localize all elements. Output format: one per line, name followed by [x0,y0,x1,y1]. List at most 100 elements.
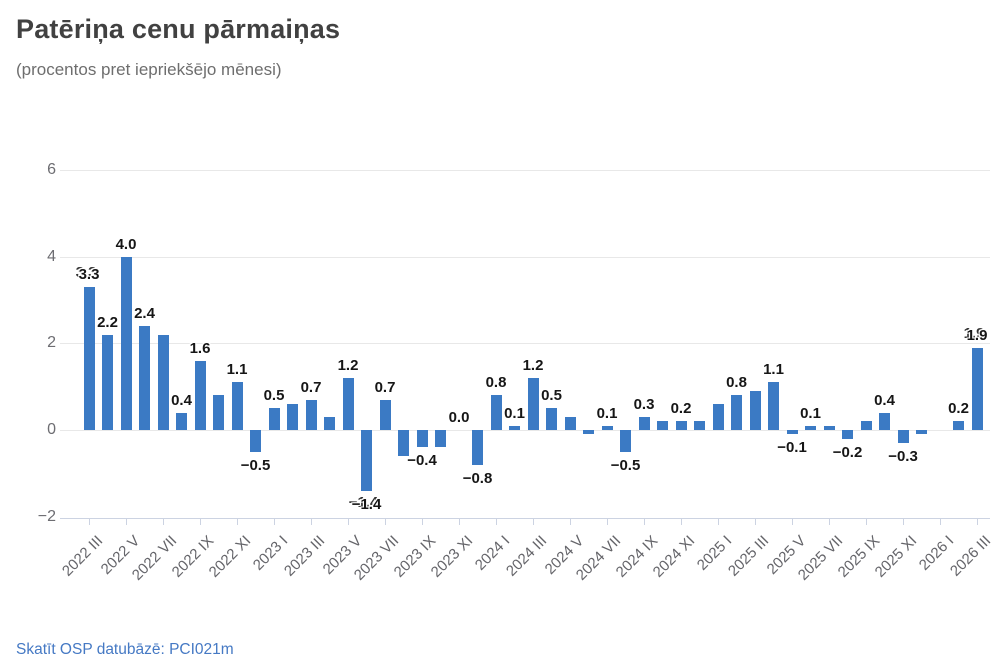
bar-2025-ix[interactable] [860,421,872,430]
bar-2023-i[interactable] [268,408,280,430]
osp-database-link[interactable]: Skatīt OSP datubāzē: PCI021m [16,641,234,658]
y-gridline [60,169,990,171]
bar-2024-ii[interactable] [509,425,520,430]
bar-2024-v[interactable] [564,416,576,430]
bar-2024-iii[interactable] [527,377,539,430]
bar-2022-iv[interactable] [102,334,113,430]
bar-value-label: 0.8 [726,374,747,392]
bar-2023-ii[interactable] [287,403,298,430]
y-axis-label: 4 [47,247,56,265]
bar-2025-xii[interactable] [916,430,927,435]
bar-2023-viii[interactable] [398,430,409,457]
bar-value-label: 0.5 [541,387,562,405]
x-axis-tick [274,518,275,525]
x-axis-tick [755,518,756,525]
bar-2026-ii[interactable] [953,421,964,430]
bar-2025-xi[interactable] [897,430,909,443]
bar-value-label: 1.2 [337,356,359,374]
bar-value-label: 0.4 [874,391,895,409]
bar-2022-x[interactable] [213,395,224,430]
bar-value-label: −0.4 [407,452,437,470]
bar-value-label: 0.1 [596,404,618,422]
x-axis-tick [200,518,201,525]
chart-subtitle: (procentos pret iepriekšējo mēnesi) [16,60,282,79]
x-axis-tick [163,518,164,525]
bar-2022-vi[interactable] [139,325,150,430]
bar-2023-iii[interactable] [305,399,317,430]
bar-value-label: 0.2 [670,400,692,418]
bar-2022-vii[interactable] [157,334,169,430]
bar-2024-vi[interactable] [583,430,594,435]
bar-2022-ix[interactable] [194,360,206,430]
chart-title: Patēriņa cenu pārmaiņas [16,14,341,44]
bar-2023-iv[interactable] [324,416,335,430]
bar-value-label: −0.8 [462,469,493,487]
x-axis-tick [89,518,90,525]
x-axis-tick [459,518,460,525]
bar-value-label: 4.0 [115,235,137,253]
bar-2024-i[interactable] [490,395,502,430]
x-axis-tick [829,518,830,525]
y-axis-label: −2 [37,507,56,525]
x-axis-tick [570,518,571,525]
bar-value-label: 3.3 [78,265,100,283]
bar-2024-ix[interactable] [638,416,650,430]
bar-2024-xii[interactable] [694,421,705,430]
bar-2025-vi[interactable] [805,425,816,430]
y-axis-label: 0 [47,421,56,438]
bar-value-label: 1.1 [226,361,248,379]
bar-2024-iv[interactable] [546,408,557,430]
bar-2023-vi[interactable] [361,430,372,491]
bar-2022-viii[interactable] [176,412,187,430]
bar-2026-iii[interactable] [971,347,983,430]
bar-2023-v[interactable] [342,377,354,430]
x-axis-tick [644,518,645,525]
y-axis-label: 2 [47,334,56,352]
y-gridline [60,256,990,258]
x-axis-tick [533,518,534,525]
x-axis-tick [496,518,497,525]
bar-2025-iv[interactable] [768,382,779,430]
bar-2024-viii[interactable] [620,430,631,452]
bar-value-label: 1.6 [189,339,211,357]
bar-2025-iii[interactable] [749,390,761,430]
bar-2025-viii[interactable] [842,430,853,439]
bar-value-label: −0.2 [832,443,863,461]
y-gridline [60,343,990,345]
x-axis-tick [311,518,312,525]
bar-2024-vii[interactable] [601,425,613,430]
bar-value-label: 0.2 [948,400,969,418]
bar-2023-xii[interactable] [472,430,483,465]
bar-2023-ix[interactable] [416,430,428,448]
bar-value-label: 1.2 [522,356,544,374]
bar-2025-i[interactable] [712,403,724,430]
bar-value-label-shadow: −1.4 [348,493,379,511]
bar-value-label: −0.5 [610,456,641,474]
bar-2024-x[interactable] [657,421,668,430]
x-axis-tick [718,518,719,525]
bar-value-label-shadow: 3.3 [75,263,97,281]
x-axis-tick [681,518,682,525]
bar-2025-v[interactable] [786,430,798,435]
bar-2025-ii[interactable] [731,395,742,430]
bar-2022-v[interactable] [120,256,132,430]
bar-2023-vii[interactable] [379,399,391,430]
bar-value-label: 0.3 [633,395,655,413]
bar-2022-xii[interactable] [250,430,261,452]
bar-2025-x[interactable] [879,412,890,430]
bar-value-label: 1.1 [763,361,784,379]
x-axis-tick [866,518,867,525]
x-axis-tick [385,518,386,525]
bar-2025-vii[interactable] [823,425,835,430]
bar-2024-xi[interactable] [675,421,687,430]
bar-value-label: 0.7 [374,378,396,396]
bar-2022-xi[interactable] [231,382,243,430]
bar-value-label: 2.2 [97,313,118,331]
bar-value-label-shadow: 1.9 [963,324,985,342]
x-axis-tick [607,518,608,525]
bar-2023-x[interactable] [435,430,446,448]
bar-value-label: −0.3 [888,448,918,465]
bar-2022-iii[interactable] [83,286,95,430]
bar-value-label: 0.1 [800,404,821,422]
